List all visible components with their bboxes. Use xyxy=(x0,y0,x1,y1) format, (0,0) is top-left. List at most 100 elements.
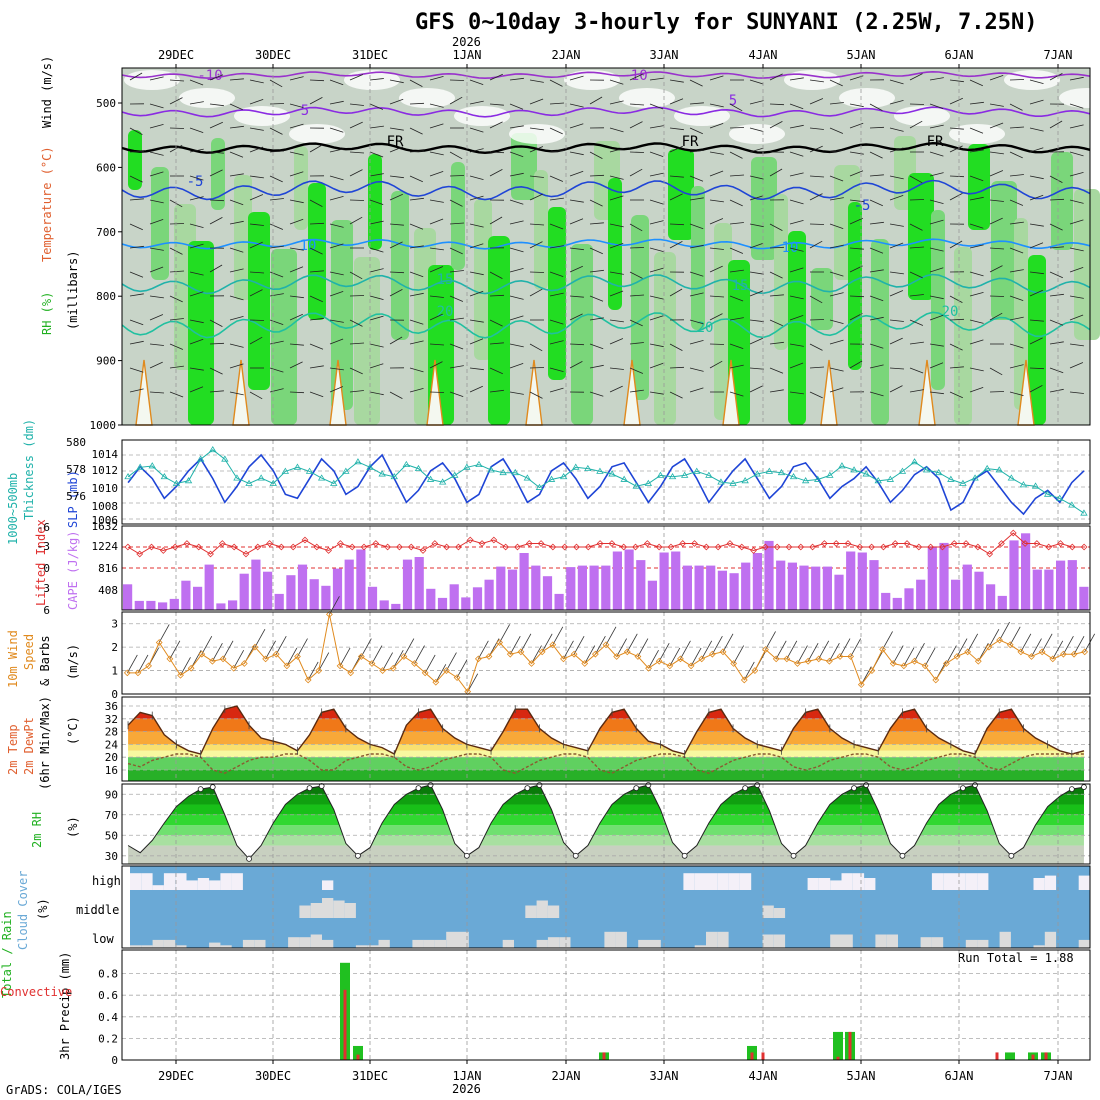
temp-tick-label: 20 xyxy=(105,751,118,764)
wind-barb xyxy=(809,79,824,83)
li-marker xyxy=(195,543,203,551)
wind-barb xyxy=(1069,391,1084,394)
thickness-marker xyxy=(1019,481,1028,488)
rh-band xyxy=(128,835,1085,846)
wind-barb xyxy=(449,175,465,177)
cape-bar xyxy=(834,574,844,610)
wind-barb xyxy=(869,126,885,129)
surface-wind-barb xyxy=(680,640,691,660)
wind-barb xyxy=(149,199,164,204)
thickness-marker xyxy=(596,467,604,474)
li-marker xyxy=(325,547,332,554)
wind-barb xyxy=(189,101,204,105)
wind-speed-marker xyxy=(581,660,589,667)
cape-bar xyxy=(764,540,774,610)
li-marker xyxy=(596,540,604,547)
wind-barb xyxy=(969,367,984,372)
cloud-cover-bar xyxy=(536,900,548,918)
wind-barb xyxy=(189,79,204,86)
date-label-top: 2JAN xyxy=(551,48,581,62)
wind-barb xyxy=(649,103,664,110)
cloud-cover-bar xyxy=(152,939,164,948)
cape-bar xyxy=(729,573,739,610)
wind-speed-marker xyxy=(932,676,940,684)
isotherm-label: FR xyxy=(927,134,944,150)
rh-shading xyxy=(811,268,833,330)
li-marker xyxy=(1057,540,1064,547)
wind-barb xyxy=(669,391,683,399)
wind-speed-marker xyxy=(1060,650,1067,658)
wind-barb xyxy=(549,271,564,277)
cape-bar xyxy=(986,584,996,610)
temp-tick-label: 32 xyxy=(105,713,118,726)
wind-barb xyxy=(889,100,904,105)
wind-barb xyxy=(169,391,184,398)
wind-barb xyxy=(1049,223,1063,231)
wind-barb xyxy=(409,340,424,345)
wind-barb xyxy=(969,175,984,182)
wind-speed-marker xyxy=(155,639,163,646)
rh-marker xyxy=(1081,784,1087,790)
rh-tick-label: 50 xyxy=(105,829,118,842)
thickness-line xyxy=(127,449,1085,514)
wind-speed-marker xyxy=(847,653,855,660)
wind-speed-marker xyxy=(687,662,695,670)
wind-barb xyxy=(789,343,804,347)
li-marker xyxy=(809,543,816,551)
wind-barb xyxy=(809,391,823,399)
wind-barb xyxy=(369,103,384,110)
cape-bar xyxy=(974,571,984,610)
thickness-marker xyxy=(499,468,507,476)
cloud-cover-bar xyxy=(367,945,379,948)
date-label-top: 31DEC xyxy=(351,48,389,62)
wind-barb xyxy=(629,151,645,153)
wind-barb xyxy=(229,391,244,396)
wind-barb xyxy=(429,313,443,321)
wind-speed-marker xyxy=(283,662,291,670)
wind-barb xyxy=(449,79,465,81)
wind-barb xyxy=(629,168,643,177)
wind-barb xyxy=(689,319,704,325)
rh-shading xyxy=(871,239,889,425)
wind-barb xyxy=(1069,172,1084,177)
rh-tick-label: 70 xyxy=(105,809,118,822)
wind-barb xyxy=(989,151,1004,155)
wind-barb xyxy=(409,292,424,297)
surface-wind-barb xyxy=(446,652,457,671)
wind-barb xyxy=(1009,199,1024,206)
wind-barb xyxy=(269,198,284,201)
li-marker xyxy=(396,543,403,551)
wind-barb xyxy=(929,391,944,395)
cloud-cover-bar xyxy=(1044,875,1057,890)
wind-barb xyxy=(1069,103,1084,109)
wind-barb xyxy=(469,290,484,297)
profile-panel-frame xyxy=(121,67,1091,426)
temp-band xyxy=(128,706,1085,719)
wind-barb xyxy=(249,241,263,249)
precip-tick-label: 0.8 xyxy=(98,968,118,981)
rh-shading xyxy=(654,252,676,425)
surface-wind-barb xyxy=(126,654,138,674)
thickness-marker xyxy=(862,470,870,477)
wind-barb xyxy=(809,223,825,225)
wind-barb xyxy=(529,288,543,297)
wind-barb xyxy=(789,124,804,129)
thickness-marker xyxy=(838,462,846,469)
cape-bar xyxy=(671,551,681,610)
surface-wind-barb xyxy=(382,652,393,671)
wind-barb xyxy=(209,103,224,107)
precip-convective-bar xyxy=(1044,1052,1048,1060)
isotherm-label: 20 xyxy=(697,320,714,336)
wind-barb xyxy=(749,271,764,275)
wind-tick-label: 2 xyxy=(111,641,118,654)
wind-barb xyxy=(449,391,464,397)
chart-title: GFS 0~10day 3-hourly for SUNYANI (2.25W,… xyxy=(415,10,1038,35)
wind-barb xyxy=(229,78,244,81)
wind-barb xyxy=(509,199,524,205)
wind-speed-marker xyxy=(783,655,791,663)
thickness-marker xyxy=(221,455,229,462)
wind-speed-marker xyxy=(634,653,642,660)
cloud-cover-bar xyxy=(322,898,334,918)
thickness-marker xyxy=(281,467,290,474)
isotherm-15 xyxy=(121,273,1091,295)
